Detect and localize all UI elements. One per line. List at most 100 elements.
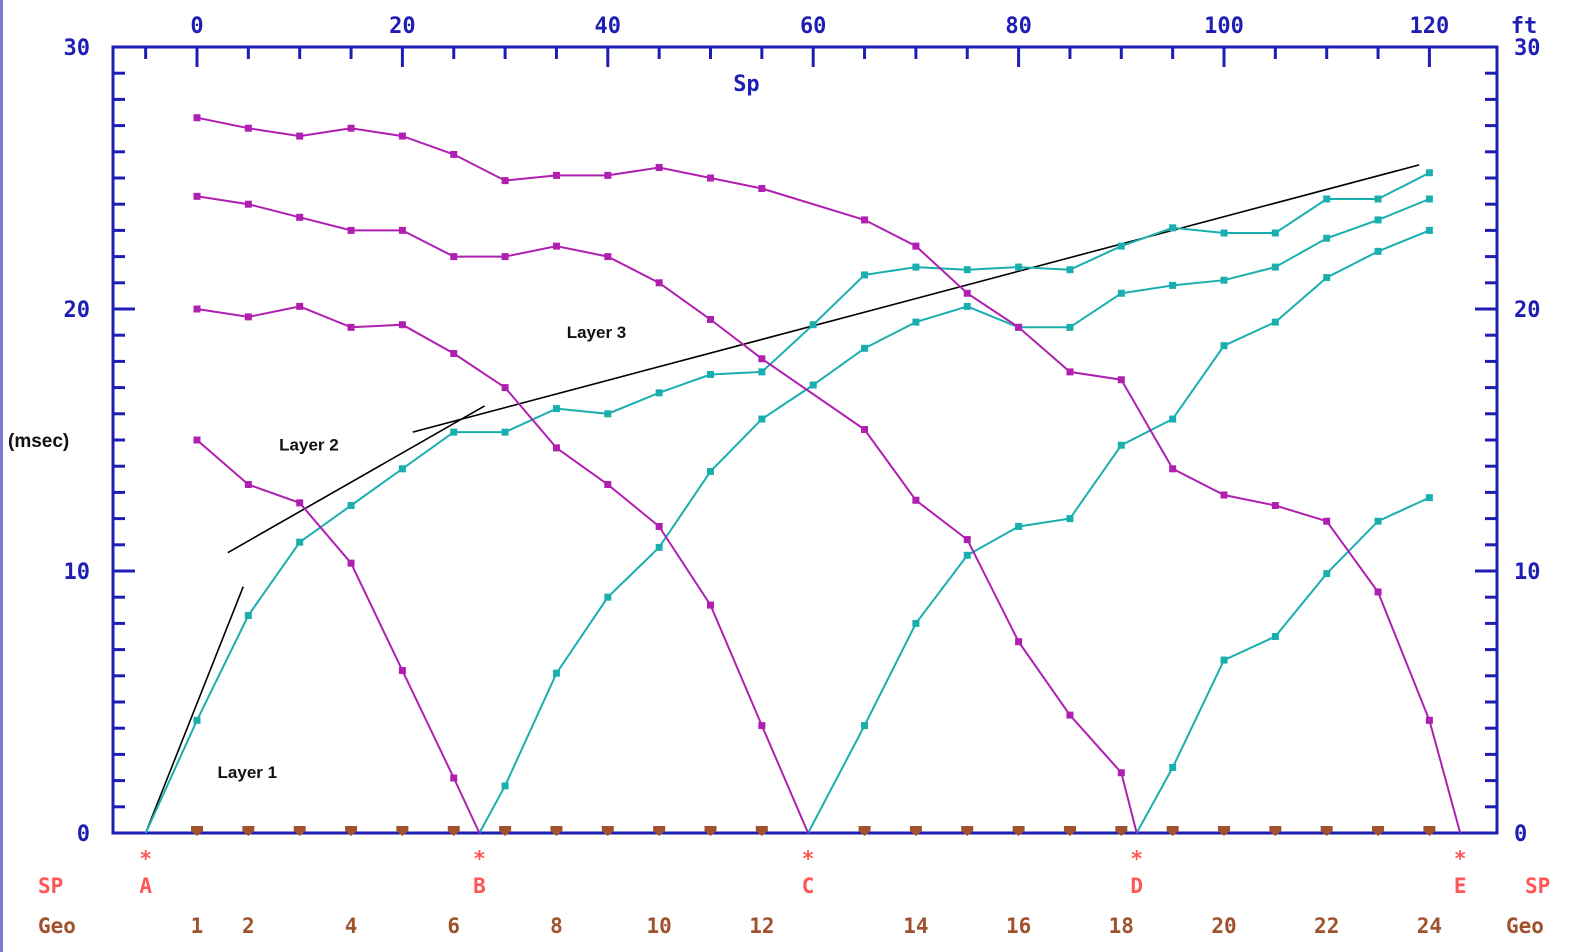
geophone-marker <box>1269 826 1282 836</box>
data-point <box>604 593 612 601</box>
data-point <box>1169 415 1177 423</box>
shot-point-asterisk: * <box>802 847 815 871</box>
data-point <box>604 171 612 179</box>
geophone-marker <box>961 826 974 836</box>
layer-3-label: Layer 3 <box>567 323 627 342</box>
data-point <box>1066 515 1074 523</box>
data-point <box>1220 342 1228 350</box>
geophone-marker <box>293 826 306 836</box>
data-point <box>398 226 406 234</box>
data-point <box>1323 274 1331 282</box>
traveltime-series-line <box>807 229 1430 834</box>
geophone-label: 6 <box>447 914 460 938</box>
data-point <box>604 410 612 418</box>
geophone-label: 22 <box>1314 914 1339 938</box>
geophone-marker <box>550 826 563 836</box>
data-point <box>244 313 252 321</box>
left-frame-line <box>0 0 3 952</box>
geophone-label: 14 <box>903 914 928 938</box>
data-point <box>912 242 920 250</box>
y-tick-label-left: 10 <box>64 560 91 585</box>
geophone-marker <box>1115 826 1128 836</box>
shot-point-label: E <box>1454 874 1467 898</box>
data-point <box>193 192 201 200</box>
layer-2-label: Layer 2 <box>279 435 339 454</box>
data-point <box>1117 441 1125 449</box>
data-point <box>193 114 201 122</box>
x-unit-label: ft <box>1511 14 1538 39</box>
geophone-marker <box>858 826 871 836</box>
shot-point-asterisk: * <box>139 847 152 871</box>
data-point <box>450 150 458 158</box>
data-point <box>1220 229 1228 237</box>
data-point <box>963 266 971 274</box>
data-point <box>398 132 406 140</box>
traveltime-series-line <box>1135 496 1430 834</box>
data-point <box>707 467 714 475</box>
layer-1-fit-line <box>144 586 244 834</box>
data-point <box>1323 195 1331 203</box>
y-tick-label-left: 0 <box>77 822 90 847</box>
data-point <box>296 213 304 221</box>
data-point <box>450 350 458 358</box>
data-point <box>707 315 714 323</box>
geophone-marker <box>1012 826 1025 836</box>
data-point <box>758 355 766 363</box>
data-point <box>501 253 509 261</box>
x-tick-label: 100 <box>1204 14 1244 39</box>
data-point <box>450 253 458 261</box>
shot-point-label: D <box>1130 874 1143 898</box>
geophone-label: 20 <box>1211 914 1236 938</box>
data-point <box>501 177 509 185</box>
data-point <box>1117 242 1125 250</box>
data-point <box>193 305 201 313</box>
data-point <box>655 389 663 397</box>
geophone-label: 10 <box>647 914 672 938</box>
geophone-label: 12 <box>749 914 774 938</box>
geophone-marker <box>909 826 922 836</box>
data-point <box>758 184 766 192</box>
data-point <box>912 496 920 504</box>
data-point <box>1425 169 1433 177</box>
data-point <box>912 619 920 627</box>
shot-point-label: B <box>473 874 486 898</box>
sp-row-label-right: SP <box>1525 874 1550 898</box>
data-point <box>1015 323 1023 331</box>
data-point <box>347 226 355 234</box>
x-tick-label: 120 <box>1410 14 1450 39</box>
data-point <box>1425 226 1433 234</box>
data-point <box>1169 281 1177 289</box>
data-point <box>1374 588 1382 596</box>
data-point <box>347 559 355 567</box>
data-point <box>1117 769 1125 777</box>
data-point <box>912 318 920 326</box>
geophone-marker <box>653 826 666 836</box>
data-point <box>963 551 971 559</box>
data-point <box>1271 229 1279 237</box>
geophone-marker <box>1320 826 1333 836</box>
data-point <box>1323 570 1331 578</box>
geophone-marker <box>1218 826 1230 836</box>
data-point <box>244 200 252 208</box>
data-point <box>1015 522 1023 530</box>
data-point <box>707 174 714 182</box>
geophone-label: 1 <box>191 914 204 938</box>
data-point <box>1117 376 1125 384</box>
data-point <box>1374 247 1382 255</box>
y-unit-label: (msec) <box>8 431 69 452</box>
data-point <box>398 321 406 329</box>
data-point <box>1425 195 1433 203</box>
data-point <box>398 465 406 473</box>
y-tick-label-left: 30 <box>64 36 91 61</box>
data-point <box>1015 263 1023 271</box>
geophone-marker <box>601 826 614 836</box>
shot-point-asterisk: * <box>1130 847 1143 871</box>
data-point <box>296 132 304 140</box>
geophone-marker <box>755 826 768 836</box>
data-point <box>450 774 458 782</box>
traveltime-series-line <box>144 171 1430 834</box>
data-point <box>655 522 663 530</box>
geophone-marker <box>191 826 203 836</box>
data-point <box>552 669 560 677</box>
